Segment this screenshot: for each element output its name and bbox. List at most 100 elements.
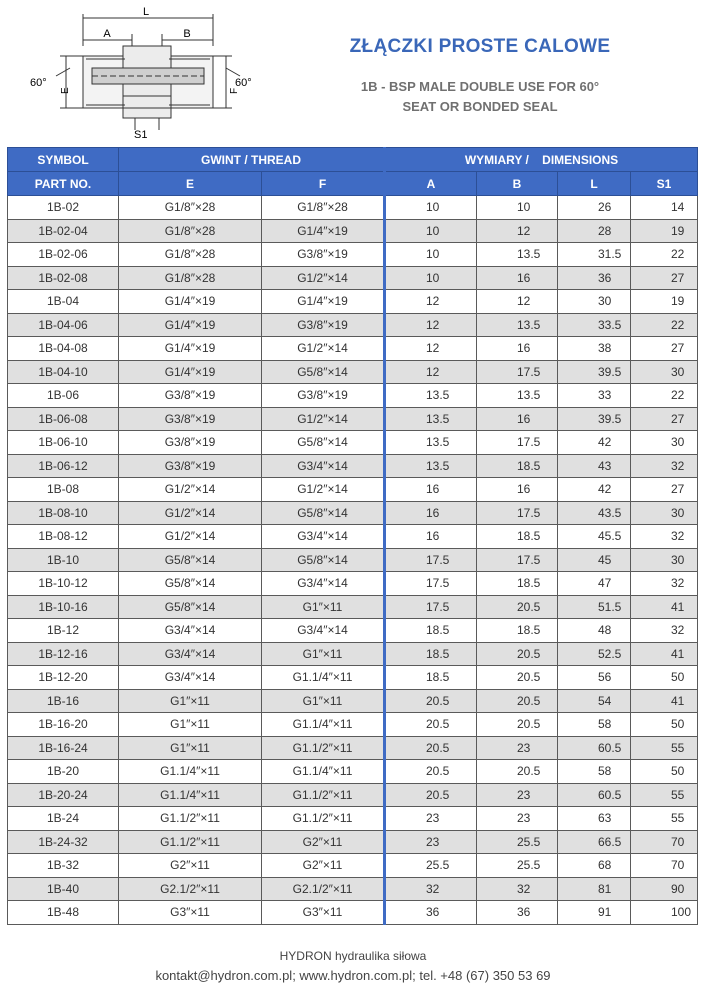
cell-part-no: 1B-48 [7,900,119,925]
cell-dim-b: 36 [476,900,558,925]
cell-dim-a: 16 [383,477,477,502]
cell-dim-s1: 27 [629,477,699,502]
cell-dim-a: 32 [383,876,477,901]
cell-dim-b: 23 [476,806,558,831]
cell-dim-b: 20.5 [476,688,558,713]
cell-thread-e: G1.1/4″×11 [118,782,262,807]
label-E: E [60,87,71,94]
cell-thread-f: G1″×11 [261,641,385,666]
table-row: 1B-10 G5/8″×14 G5/8″×14 17.5 17.5 45 30 [7,547,699,572]
table-row: 1B-12-16 G3/4″×14 G1″×11 18.5 20.5 52.5 41 [7,641,699,666]
cell-thread-e: G3″×11 [118,900,262,925]
angle-left: 60° [30,77,47,89]
cell-dim-l: 28 [557,218,631,243]
table-row: 1B-08-10 G1/2″×14 G5/8″×14 16 17.5 43.5 30 [7,500,699,525]
cell-dim-l: 66.5 [557,829,631,854]
cell-part-no: 1B-06-10 [7,430,119,455]
cell-thread-f: G3″×11 [261,900,385,925]
cell-dim-a: 20.5 [383,712,477,737]
cell-dim-s1: 55 [629,782,699,807]
cell-thread-f: G3/4″×14 [261,453,385,478]
fitting-diagram: L A B 60° 60° E F S1 [30,4,260,142]
table-row: 1B-02-04 G1/8″×28 G1/4″×19 10 12 28 19 [7,218,699,243]
header-part-no: PART NO. [7,171,119,196]
cell-dim-b: 20.5 [476,594,558,619]
cell-dim-s1: 14 [629,195,699,220]
table-row: 1B-12-20 G3/4″×14 G1.1/4″×11 18.5 20.5 56 50 [7,665,699,690]
header-col-S1: S1 [629,171,699,196]
cell-dim-a: 12 [383,336,477,361]
cell-dim-s1: 41 [629,688,699,713]
cell-dim-s1: 32 [629,524,699,549]
table-row: 1B-04-06 G1/4″×19 G3/8″×19 12 13.5 33.5 22 [7,312,699,337]
fitting-drawing: L A B 60° 60° E F S1 [30,6,252,141]
cell-dim-b: 18.5 [476,618,558,643]
cell-dim-s1: 30 [629,359,699,384]
cell-dim-s1: 27 [629,406,699,431]
cell-dim-s1: 30 [629,547,699,572]
spec-table: SYMBOL GWINT / THREAD WYMIARY / DIMENSIO… [7,147,699,925]
cell-dim-b: 17.5 [476,547,558,572]
table-row: 1B-08 G1/2″×14 G1/2″×14 16 16 42 27 [7,477,699,502]
cell-dim-s1: 50 [629,665,699,690]
cell-dim-b: 20.5 [476,759,558,784]
cell-dim-l: 43.5 [557,500,631,525]
cell-thread-e: G3/8″×19 [118,453,262,478]
cell-dim-l: 38 [557,336,631,361]
header-thread: GWINT / THREAD [118,147,385,172]
footer-contact: kontakt@hydron.com.pl; www.hydron.com.pl… [155,968,551,983]
cell-thread-f: G1″×11 [261,688,385,713]
cell-part-no: 1B-04 [7,289,119,314]
cell-thread-e: G1/8″×28 [118,195,262,220]
cell-dim-b: 16 [476,477,558,502]
cell-thread-e: G1/4″×19 [118,289,262,314]
cell-thread-f: G1/2″×14 [261,406,385,431]
cell-thread-f: G1.1/4″×11 [261,759,385,784]
cell-part-no: 1B-10 [7,547,119,572]
cell-dim-a: 20.5 [383,782,477,807]
header-symbol: SYMBOL [7,147,119,172]
cell-thread-e: G1/2″×14 [118,500,262,525]
cell-dim-a: 12 [383,312,477,337]
table-row: 1B-04-10 G1/4″×19 G5/8″×14 12 17.5 39.5 30 [7,359,699,384]
header-col-B: B [476,171,558,196]
table-row: 1B-06 G3/8″×19 G3/8″×19 13.5 13.5 33 22 [7,383,699,408]
cell-dim-s1: 22 [629,242,699,267]
subtitle-line-1: 1B - BSP MALE DOUBLE USE FOR 60° [360,79,600,94]
cell-dim-a: 17.5 [383,547,477,572]
cell-part-no: 1B-08 [7,477,119,502]
cell-thread-e: G2″×11 [118,853,262,878]
cell-part-no: 1B-20-24 [7,782,119,807]
cell-dim-b: 12 [476,218,558,243]
cell-part-no: 1B-08-12 [7,524,119,549]
cell-thread-f: G5/8″×14 [261,547,385,572]
cell-part-no: 1B-16-24 [7,735,119,760]
table-row: 1B-40 G2.1/2″×11 G2.1/2″×11 32 32 81 90 [7,876,699,901]
cell-dim-l: 81 [557,876,631,901]
cell-dim-b: 13.5 [476,242,558,267]
cell-dim-a: 12 [383,289,477,314]
cell-thread-e: G1″×11 [118,735,262,760]
table-row: 1B-04-08 G1/4″×19 G1/2″×14 12 16 38 27 [7,336,699,361]
cell-thread-f: G1/8″×28 [261,195,385,220]
cell-part-no: 1B-06 [7,383,119,408]
table-row: 1B-48 G3″×11 G3″×11 36 36 91 100 [7,900,699,925]
cell-part-no: 1B-02-08 [7,265,119,290]
cell-thread-e: G3/4″×14 [118,641,262,666]
cell-dim-s1: 30 [629,430,699,455]
cell-dim-b: 18.5 [476,524,558,549]
cell-dim-s1: 41 [629,641,699,666]
cell-dim-a: 13.5 [383,406,477,431]
subtitle-line-2: SEAT OR BONDED SEAL [402,99,558,114]
cell-dim-s1: 41 [629,594,699,619]
cell-thread-f: G3/8″×19 [261,312,385,337]
label-B: B [183,28,190,40]
cell-dim-l: 51.5 [557,594,631,619]
cell-dim-b: 12 [476,289,558,314]
cell-dim-b: 16 [476,406,558,431]
cell-dim-s1: 32 [629,618,699,643]
cell-dim-a: 23 [383,829,477,854]
table-row: 1B-10-16 G5/8″×14 G1″×11 17.5 20.5 51.5 41 [7,594,699,619]
table-row: 1B-20-24 G1.1/4″×11 G1.1/2″×11 20.5 23 60.5 55 [7,782,699,807]
cell-dim-s1: 70 [629,829,699,854]
